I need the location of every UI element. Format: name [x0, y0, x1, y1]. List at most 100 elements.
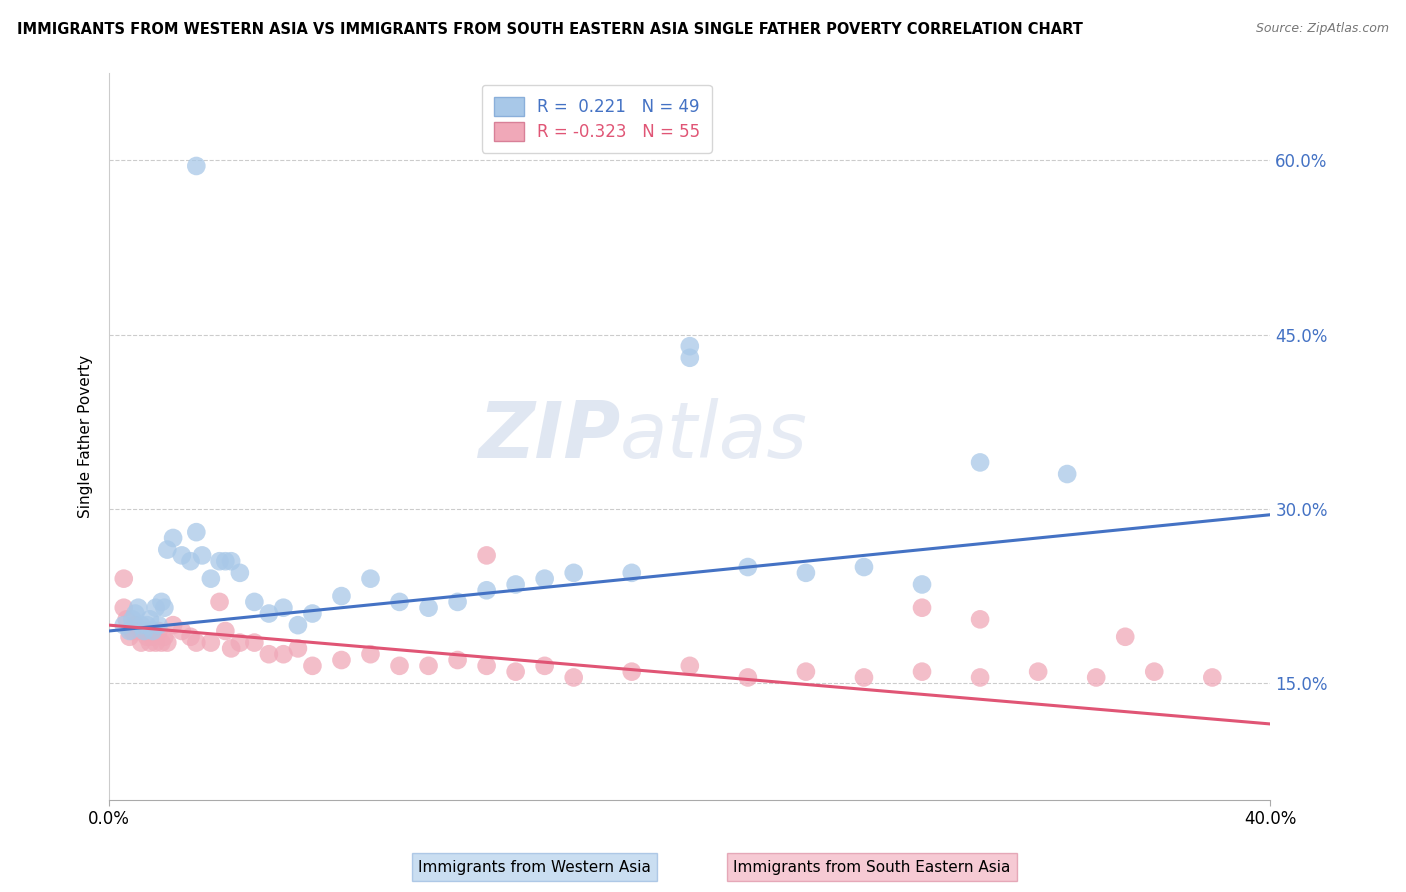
Point	[208, 595, 231, 609]
Point	[136, 618, 159, 632]
Text: atlas: atlas	[620, 398, 808, 475]
Point	[142, 624, 165, 638]
Point	[620, 566, 643, 580]
Point	[139, 612, 162, 626]
Point	[330, 653, 353, 667]
Point	[132, 624, 155, 638]
Point	[1085, 670, 1108, 684]
Point	[388, 595, 411, 609]
Point	[150, 595, 173, 609]
Point	[191, 549, 214, 563]
Point	[679, 339, 702, 353]
Point	[620, 665, 643, 679]
Point	[418, 658, 440, 673]
Text: ZIP: ZIP	[478, 398, 620, 475]
Point	[1201, 670, 1223, 684]
Point	[533, 658, 555, 673]
Legend: R =  0.221   N = 49, R = -0.323   N = 55: R = 0.221 N = 49, R = -0.323 N = 55	[482, 85, 711, 153]
Point	[794, 665, 817, 679]
Point	[562, 670, 585, 684]
Point	[243, 595, 266, 609]
Point	[150, 635, 173, 649]
Point	[737, 560, 759, 574]
Point	[153, 630, 176, 644]
Point	[153, 600, 176, 615]
Point	[180, 630, 202, 644]
Point	[911, 665, 934, 679]
Point	[124, 607, 146, 621]
Point	[156, 635, 179, 649]
Point	[737, 670, 759, 684]
Point	[562, 566, 585, 580]
Point	[1114, 630, 1136, 644]
Point	[132, 624, 155, 638]
Text: Immigrants from Western Asia: Immigrants from Western Asia	[418, 860, 651, 874]
Point	[794, 566, 817, 580]
Point	[156, 542, 179, 557]
Point	[139, 635, 162, 649]
Point	[145, 635, 167, 649]
Point	[911, 600, 934, 615]
Point	[475, 658, 498, 673]
Point	[679, 658, 702, 673]
Point	[112, 572, 135, 586]
Point	[145, 600, 167, 615]
Point	[170, 624, 193, 638]
Point	[118, 630, 141, 644]
Point	[969, 455, 991, 469]
Point	[388, 658, 411, 673]
Point	[446, 595, 468, 609]
Point	[118, 624, 141, 638]
Point	[360, 572, 382, 586]
Point	[911, 577, 934, 591]
Point	[533, 572, 555, 586]
Point	[162, 618, 184, 632]
Point	[129, 635, 152, 649]
Point	[208, 554, 231, 568]
Point	[136, 630, 159, 644]
Point	[273, 647, 295, 661]
Point	[124, 618, 146, 632]
Point	[219, 554, 242, 568]
Point	[852, 560, 875, 574]
Point	[121, 624, 143, 638]
Point	[115, 612, 138, 626]
Point	[1026, 665, 1049, 679]
Point	[127, 600, 149, 615]
Point	[969, 612, 991, 626]
Point	[475, 549, 498, 563]
Point	[418, 600, 440, 615]
Point	[243, 635, 266, 649]
Point	[162, 531, 184, 545]
Point	[121, 612, 143, 626]
Point	[505, 665, 527, 679]
Point	[969, 670, 991, 684]
Point	[219, 641, 242, 656]
Point	[446, 653, 468, 667]
Point	[852, 670, 875, 684]
Point	[186, 525, 208, 540]
Point	[214, 624, 236, 638]
Point	[301, 607, 323, 621]
Point	[112, 600, 135, 615]
Point	[186, 635, 208, 649]
Point	[142, 630, 165, 644]
Point	[273, 600, 295, 615]
Point	[214, 554, 236, 568]
Point	[1143, 665, 1166, 679]
Point	[257, 647, 280, 661]
Point	[505, 577, 527, 591]
Point	[129, 618, 152, 632]
Point	[287, 641, 309, 656]
Point	[229, 635, 252, 649]
Point	[148, 618, 170, 632]
Y-axis label: Single Father Poverty: Single Father Poverty	[79, 355, 93, 518]
Point	[170, 549, 193, 563]
Point	[112, 618, 135, 632]
Point	[679, 351, 702, 365]
Point	[330, 589, 353, 603]
Text: Source: ZipAtlas.com: Source: ZipAtlas.com	[1256, 22, 1389, 36]
Point	[1056, 467, 1078, 481]
Point	[200, 635, 222, 649]
Point	[186, 159, 208, 173]
